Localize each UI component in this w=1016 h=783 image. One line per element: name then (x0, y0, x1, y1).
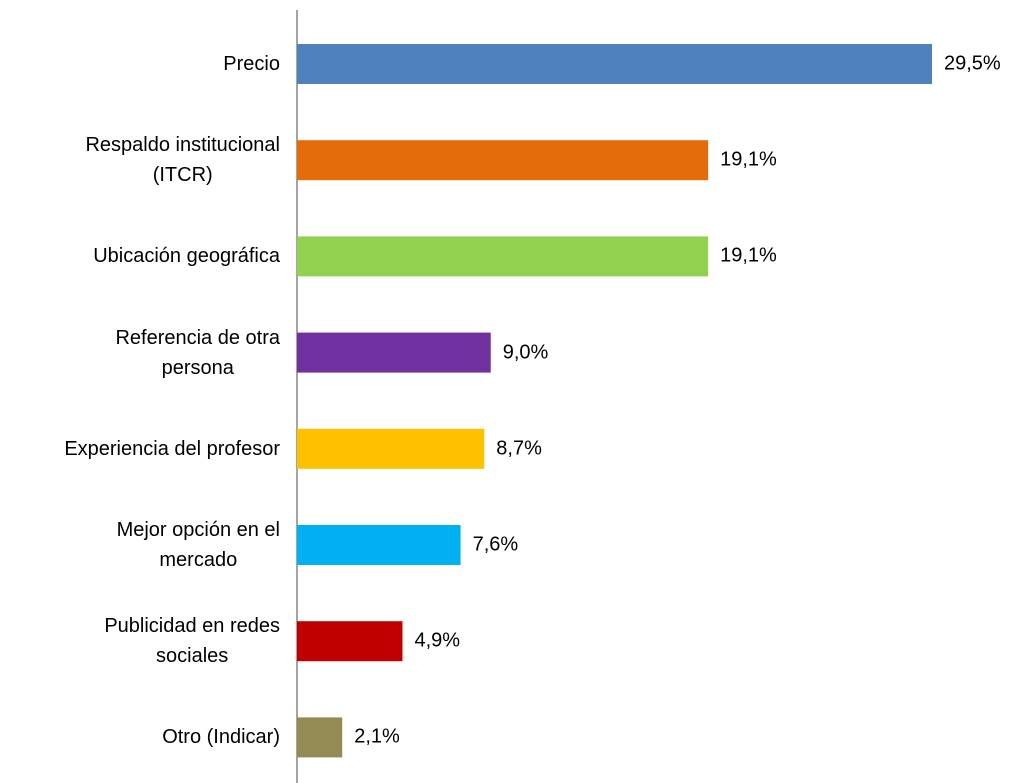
data-label: 9,0% (502, 341, 549, 364)
data-label: 4,9% (414, 629, 461, 652)
category-label: Mejor opción en el mercado (116, 519, 280, 571)
bar (297, 332, 491, 373)
data-label: 8,7% (496, 437, 542, 460)
category-label: Respaldo institucional (ITCR) (85, 134, 280, 187)
category-label: Publicidad en redes sociales (104, 615, 280, 668)
category-label: Referencia de otra persona (115, 326, 280, 379)
category-label: Precio (223, 53, 280, 75)
bar (297, 236, 709, 277)
bar (297, 525, 461, 565)
bar (297, 140, 709, 181)
data-label: 19,1% (720, 148, 777, 171)
data-label: 7,6% (472, 533, 519, 556)
bar (297, 428, 485, 469)
bar (297, 621, 403, 662)
data-label: 19,1% (720, 244, 777, 267)
category-label: Ubicación geográfica (93, 245, 280, 268)
data-label: 29,5% (944, 52, 1001, 75)
category-label: Otro (Indicar) (162, 726, 280, 749)
category-label: Experiencia del profesor (64, 437, 280, 460)
data-label: 2,1% (354, 725, 400, 748)
bar (297, 717, 343, 758)
bar (297, 44, 932, 84)
